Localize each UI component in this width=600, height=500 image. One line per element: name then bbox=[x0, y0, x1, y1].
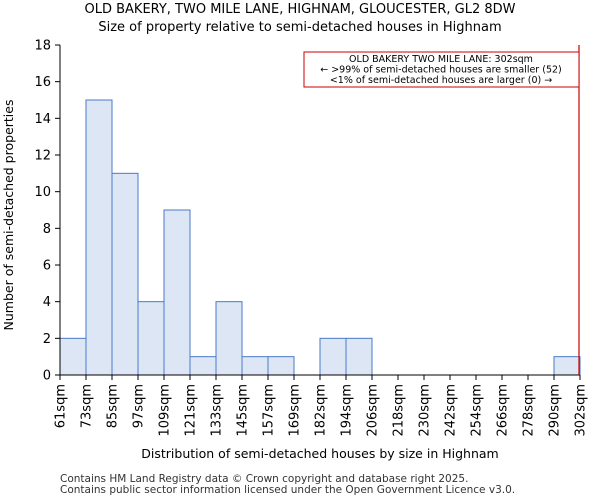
histogram-bar bbox=[111, 172, 139, 376]
x-tick-label: 266sqm bbox=[496, 384, 511, 437]
x-tick-label: 218sqm bbox=[392, 384, 407, 437]
annotation-line: ← >99% of semi-detached houses are small… bbox=[320, 65, 562, 76]
x-tick-label: 85sqm bbox=[106, 384, 121, 428]
x-tick-label: 169sqm bbox=[288, 384, 303, 437]
histogram-bar bbox=[553, 356, 581, 376]
x-tick-label: 182sqm bbox=[314, 384, 329, 437]
x-tick-label: 242sqm bbox=[444, 384, 459, 437]
histogram-bar bbox=[345, 337, 373, 376]
y-axis-label: Number of semi-detached properties bbox=[1, 100, 16, 331]
y-tick-label: 8 bbox=[43, 222, 51, 237]
histogram-bar bbox=[189, 356, 217, 376]
histogram-bar bbox=[241, 356, 269, 376]
y-tick-label: 10 bbox=[34, 185, 51, 200]
x-tick-label: 121sqm bbox=[184, 384, 199, 437]
x-tick-label: 254sqm bbox=[470, 384, 485, 437]
x-tick-label: 230sqm bbox=[418, 384, 433, 437]
y-tick-label: 14 bbox=[34, 112, 51, 127]
x-tick-label: 109sqm bbox=[158, 384, 173, 437]
histogram-bar bbox=[319, 337, 347, 376]
x-tick-label: 133sqm bbox=[210, 384, 225, 437]
x-tick-label: 145sqm bbox=[236, 384, 251, 437]
histogram-bar bbox=[215, 301, 243, 376]
x-tick-label: 278sqm bbox=[522, 384, 537, 437]
y-tick-label: 16 bbox=[34, 75, 51, 90]
annotation-line: <1% of semi-detached houses are larger (… bbox=[330, 75, 552, 86]
footer-licence: Contains public sector information licen… bbox=[60, 484, 516, 496]
annotation-box bbox=[303, 51, 580, 88]
histogram-bar bbox=[267, 356, 295, 376]
x-tick-label: 73sqm bbox=[80, 384, 95, 428]
y-tick-label: 6 bbox=[43, 259, 51, 274]
x-tick-label: 206sqm bbox=[366, 384, 381, 437]
histogram-bar bbox=[163, 209, 191, 376]
y-tick-label: 4 bbox=[43, 295, 51, 310]
y-tick-label: 18 bbox=[34, 39, 51, 54]
histogram-bar bbox=[59, 337, 87, 376]
x-tick-label: 194sqm bbox=[340, 384, 355, 437]
x-tick-label: 302sqm bbox=[574, 384, 589, 437]
y-tick-label: 0 bbox=[43, 369, 51, 384]
y-tick-label: 2 bbox=[43, 332, 51, 347]
x-tick-label: 157sqm bbox=[262, 384, 277, 437]
y-tick-label: 12 bbox=[34, 149, 51, 164]
x-tick-label: 61sqm bbox=[54, 384, 69, 428]
footer-copyright: Contains HM Land Registry data © Crown c… bbox=[60, 473, 469, 485]
x-tick-label: 290sqm bbox=[548, 384, 563, 437]
x-tick-label: 97sqm bbox=[132, 384, 147, 428]
chart-title: OLD BAKERY, TWO MILE LANE, HIGHNAM, GLOU… bbox=[84, 2, 516, 17]
x-axis-label: Distribution of semi-detached houses by … bbox=[141, 446, 498, 461]
annotation-line: OLD BAKERY TWO MILE LANE: 302sqm bbox=[349, 54, 533, 65]
histogram-bar bbox=[85, 99, 113, 376]
histogram-bar bbox=[137, 301, 165, 376]
chart-subtitle: Size of property relative to semi-detach… bbox=[98, 20, 502, 35]
